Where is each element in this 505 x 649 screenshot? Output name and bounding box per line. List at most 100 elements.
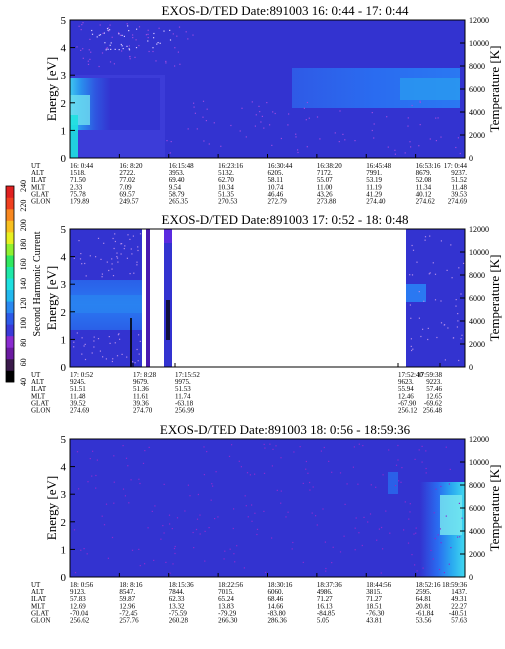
noise-dot: [429, 138, 431, 140]
noise-dot: [343, 535, 345, 537]
noise-dot: [80, 29, 82, 31]
panel-3-row-value: 7844.: [169, 588, 185, 596]
noise-dot: [135, 39, 137, 41]
noise-dot: [418, 317, 420, 319]
noise-dot: [131, 253, 133, 255]
colorbar-swatch: [6, 266, 14, 279]
panel-3-row-value: 16.13: [317, 602, 333, 610]
noise-dot: [134, 362, 136, 364]
noise-dot: [422, 567, 424, 569]
panel-3-row-label: GLON: [31, 617, 50, 625]
noise-dot: [118, 32, 120, 34]
panel-2-dark-streak: [130, 318, 132, 367]
noise-dot: [306, 146, 308, 148]
panel-1-row-value: 274.62: [416, 198, 436, 206]
noise-dot: [376, 539, 378, 541]
panel-1-row-value: 273.88: [317, 198, 337, 206]
panel-2-y-right-tick-label: 12000: [469, 225, 489, 234]
panel-2-y-right-tick-label: 8000: [469, 271, 485, 280]
noise-dot: [114, 48, 116, 50]
panel-1-y-right-tick-label: 8000: [469, 62, 485, 71]
panel-3-row-value: 18:15:36: [169, 581, 194, 589]
panel-2-row-value: 39.36: [133, 399, 149, 407]
noise-dot: [440, 240, 442, 242]
noise-dot: [112, 237, 114, 240]
noise-dot: [425, 467, 427, 470]
panel-3-row-value: -76.30: [366, 609, 385, 617]
colorbar-swatch: [6, 289, 14, 302]
panel-3-row-value: -72.45: [119, 609, 138, 617]
panel-3-row-value: 12.96: [119, 602, 135, 610]
noise-dot: [78, 25, 80, 27]
panel-2-y-right-tick-label: 6000: [469, 294, 485, 303]
noise-dot: [114, 240, 116, 243]
noise-dot: [147, 29, 149, 31]
panel-3-y-left-tick-label: 5: [61, 434, 67, 446]
colorbar-tick-label: 40: [19, 378, 28, 386]
panel-1-row-value: 53.19: [366, 176, 382, 184]
panel-1-row-value: 2722.: [119, 169, 135, 177]
noise-dot: [101, 273, 103, 275]
noise-dot: [187, 38, 189, 40]
noise-dot: [128, 502, 130, 504]
noise-dot: [440, 485, 442, 488]
noise-dot: [137, 360, 139, 362]
panel-1-row-value: 6205.: [268, 169, 284, 177]
noise-dot: [153, 37, 155, 39]
noise-dot: [461, 517, 463, 519]
panel-2-row-value: 274.69: [70, 407, 90, 415]
noise-dot: [461, 334, 463, 336]
panel-3-row-value: 57.83: [70, 595, 86, 603]
panel-1-row-value: 9.54: [169, 183, 182, 191]
panel-2-row-label: GLAT: [31, 399, 50, 407]
noise-dot: [389, 532, 391, 534]
noise-dot: [338, 141, 340, 143]
noise-dot: [385, 510, 387, 512]
noise-dot: [233, 508, 235, 510]
noise-dot: [276, 489, 278, 491]
noise-dot: [187, 128, 189, 130]
noise-dot: [215, 471, 217, 473]
noise-dot: [246, 472, 249, 474]
noise-dot: [128, 30, 130, 32]
noise-dot: [148, 50, 150, 53]
panel-3-y-right-tick-label: 4000: [469, 527, 485, 536]
panel-2-y-right-tick-label: 4000: [469, 317, 485, 326]
noise-dot: [331, 471, 333, 473]
noise-dot: [440, 300, 442, 302]
noise-dot: [147, 33, 149, 35]
noise-dot: [137, 246, 139, 248]
noise-dot: [404, 152, 406, 154]
panel-3-row-value: 18:30:16: [268, 581, 293, 589]
noise-dot: [120, 43, 122, 46]
noise-dot: [130, 479, 132, 481]
noise-dot: [344, 139, 346, 141]
noise-dot: [432, 558, 434, 560]
noise-dot: [419, 101, 421, 104]
panel-3-row-value: 18:59:36: [442, 581, 467, 589]
panel-2-row-value: 51.36: [133, 385, 149, 393]
panel-1-row-value: 274.69: [448, 198, 468, 206]
noise-dot: [127, 25, 129, 27]
panel-1-row-value: 16:53:16: [416, 162, 441, 170]
panel-3-y-left-tick-label: 4: [61, 462, 67, 474]
panel-1-y-right-tick-label: 10000: [469, 39, 489, 48]
noise-dot: [346, 483, 348, 485]
noise-dot: [271, 537, 273, 539]
noise-dot: [423, 300, 425, 302]
noise-dot: [109, 44, 111, 46]
noise-dot: [266, 102, 268, 104]
noise-dot: [325, 570, 327, 572]
panel-1-row-value: 41.29: [366, 190, 382, 198]
panel-3-row-value: 5.05: [317, 617, 330, 625]
noise-dot: [122, 445, 124, 447]
noise-dot: [302, 561, 304, 563]
noise-dot: [371, 129, 373, 132]
colorbar-swatch: [6, 370, 14, 383]
panel-3-row-value: 71.27: [317, 595, 333, 603]
noise-dot: [463, 262, 465, 264]
noise-dot: [455, 299, 457, 301]
noise-dot: [244, 495, 246, 497]
panel-1-y-left-tick-label: 4: [61, 43, 67, 55]
colorbar-swatch: [6, 232, 14, 244]
